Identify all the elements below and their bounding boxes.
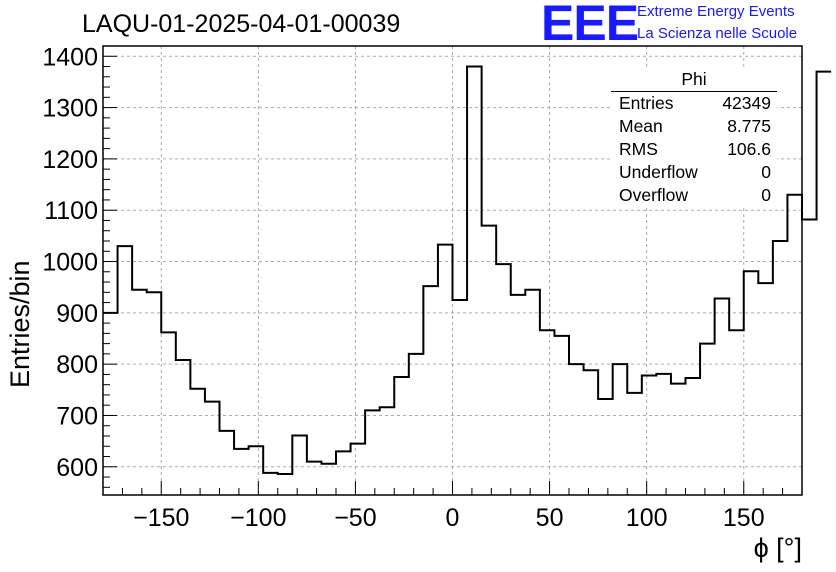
histogram-bin [220,431,235,495]
y-tick-label: 1000 [42,249,98,277]
histogram-bin [103,313,118,495]
y-tick-label: 1200 [42,146,98,174]
histogram-bin [817,72,832,495]
histogram-bin [467,67,482,495]
y-tick-label: 900 [56,300,98,328]
histogram-bin [263,473,278,495]
y-tick-label: 1100 [44,197,98,225]
histogram-bin [394,377,409,495]
histogram-bin [249,446,264,495]
histogram-bin [700,344,715,495]
histogram-bin [569,364,584,495]
stats-row-rms: RMS 106.6 [611,138,777,161]
y-tick-label: 700 [56,402,98,430]
stats-row-entries: Entries 42349 [611,92,777,115]
x-axis-label: ϕ [°] [753,533,802,563]
stats-box: Phi Entries 42349 Mean 8.775 RMS 106.6 U… [611,68,777,207]
histogram-bin [598,399,613,495]
histogram-bin [554,336,569,495]
histogram-bin [744,271,759,495]
stats-value: 0 [761,162,771,182]
stats-row-underflow: Underflow 0 [611,161,777,184]
stats-row-mean: Mean 8.775 [611,115,777,138]
x-tick-label: 100 [626,504,668,532]
y-tick-label: 800 [56,351,98,379]
histogram-bin [351,444,366,495]
x-tick-label: 50 [536,504,564,532]
histogram-line [103,65,832,475]
histogram-bin [365,410,380,495]
histogram-bin [147,292,162,495]
stats-value: 42349 [722,93,771,113]
histogram-bin [278,474,293,495]
histogram-bin [642,375,657,495]
histogram-bin [627,393,642,495]
histogram-bin [671,384,686,495]
histogram-bin [292,435,307,495]
stats-label: Mean [619,116,663,136]
histogram-bin [540,330,555,495]
histogram-bin [511,295,526,495]
brand-line-1: Extreme Energy Events [637,3,795,20]
histogram-bin [496,264,511,495]
stats-label: Entries [619,93,674,113]
brand-line-2: La Scienza nelle Scuole [637,25,798,42]
stats-label: Overflow [619,185,689,205]
y-tick-label: 1300 [42,95,98,123]
histogram-bin [118,246,133,495]
histogram-bin [205,402,220,495]
stats-value: 0 [761,185,771,205]
histogram-bin [380,407,395,495]
x-tick-label: −100 [230,504,286,532]
stats-label: RMS [619,139,658,159]
chart-title: LAQU-01-2025-04-01-00039 [82,10,401,38]
x-tick-label: −150 [133,504,189,532]
histogram-bin [715,298,730,495]
stats-row-overflow: Overflow 0 [611,184,777,207]
stats-value: 106.6 [727,139,771,159]
histogram-bin [307,462,322,495]
histogram-bin [802,219,817,495]
histogram-bin [161,332,176,495]
stats-label: Underflow [619,162,698,182]
histogram-bin [773,241,788,495]
histogram-bin [758,283,773,495]
x-tick-label: 150 [723,504,765,532]
y-tick-label: 600 [56,454,98,482]
histogram-bin [613,364,628,495]
x-tick-label: 0 [446,504,460,532]
histogram-bin [584,370,599,495]
stats-title: Phi [611,68,777,92]
histogram-bin [656,374,671,495]
histogram-bin [686,378,701,495]
histogram-bin [190,389,205,495]
histogram-bin [787,195,802,495]
eee-logo: EEE [541,0,639,51]
histogram-bin [409,354,424,495]
plot-frame [102,45,803,496]
x-tick-label: −50 [334,504,376,532]
histogram-bin [336,451,351,495]
histogram-bin [453,300,468,495]
y-tick-label: 1400 [42,43,98,71]
histogram-bin [438,245,453,495]
histogram-bin [321,464,336,495]
histogram-bin [729,330,744,495]
histogram-bin [525,290,540,495]
histogram-bin [132,290,147,495]
histogram-bin [234,449,249,495]
histogram-bin [176,360,191,495]
histogram-bin [423,286,438,495]
stats-value: 8.775 [727,116,771,136]
y-axis-label: Entries/bin [5,260,35,388]
histogram-bin [482,226,497,495]
